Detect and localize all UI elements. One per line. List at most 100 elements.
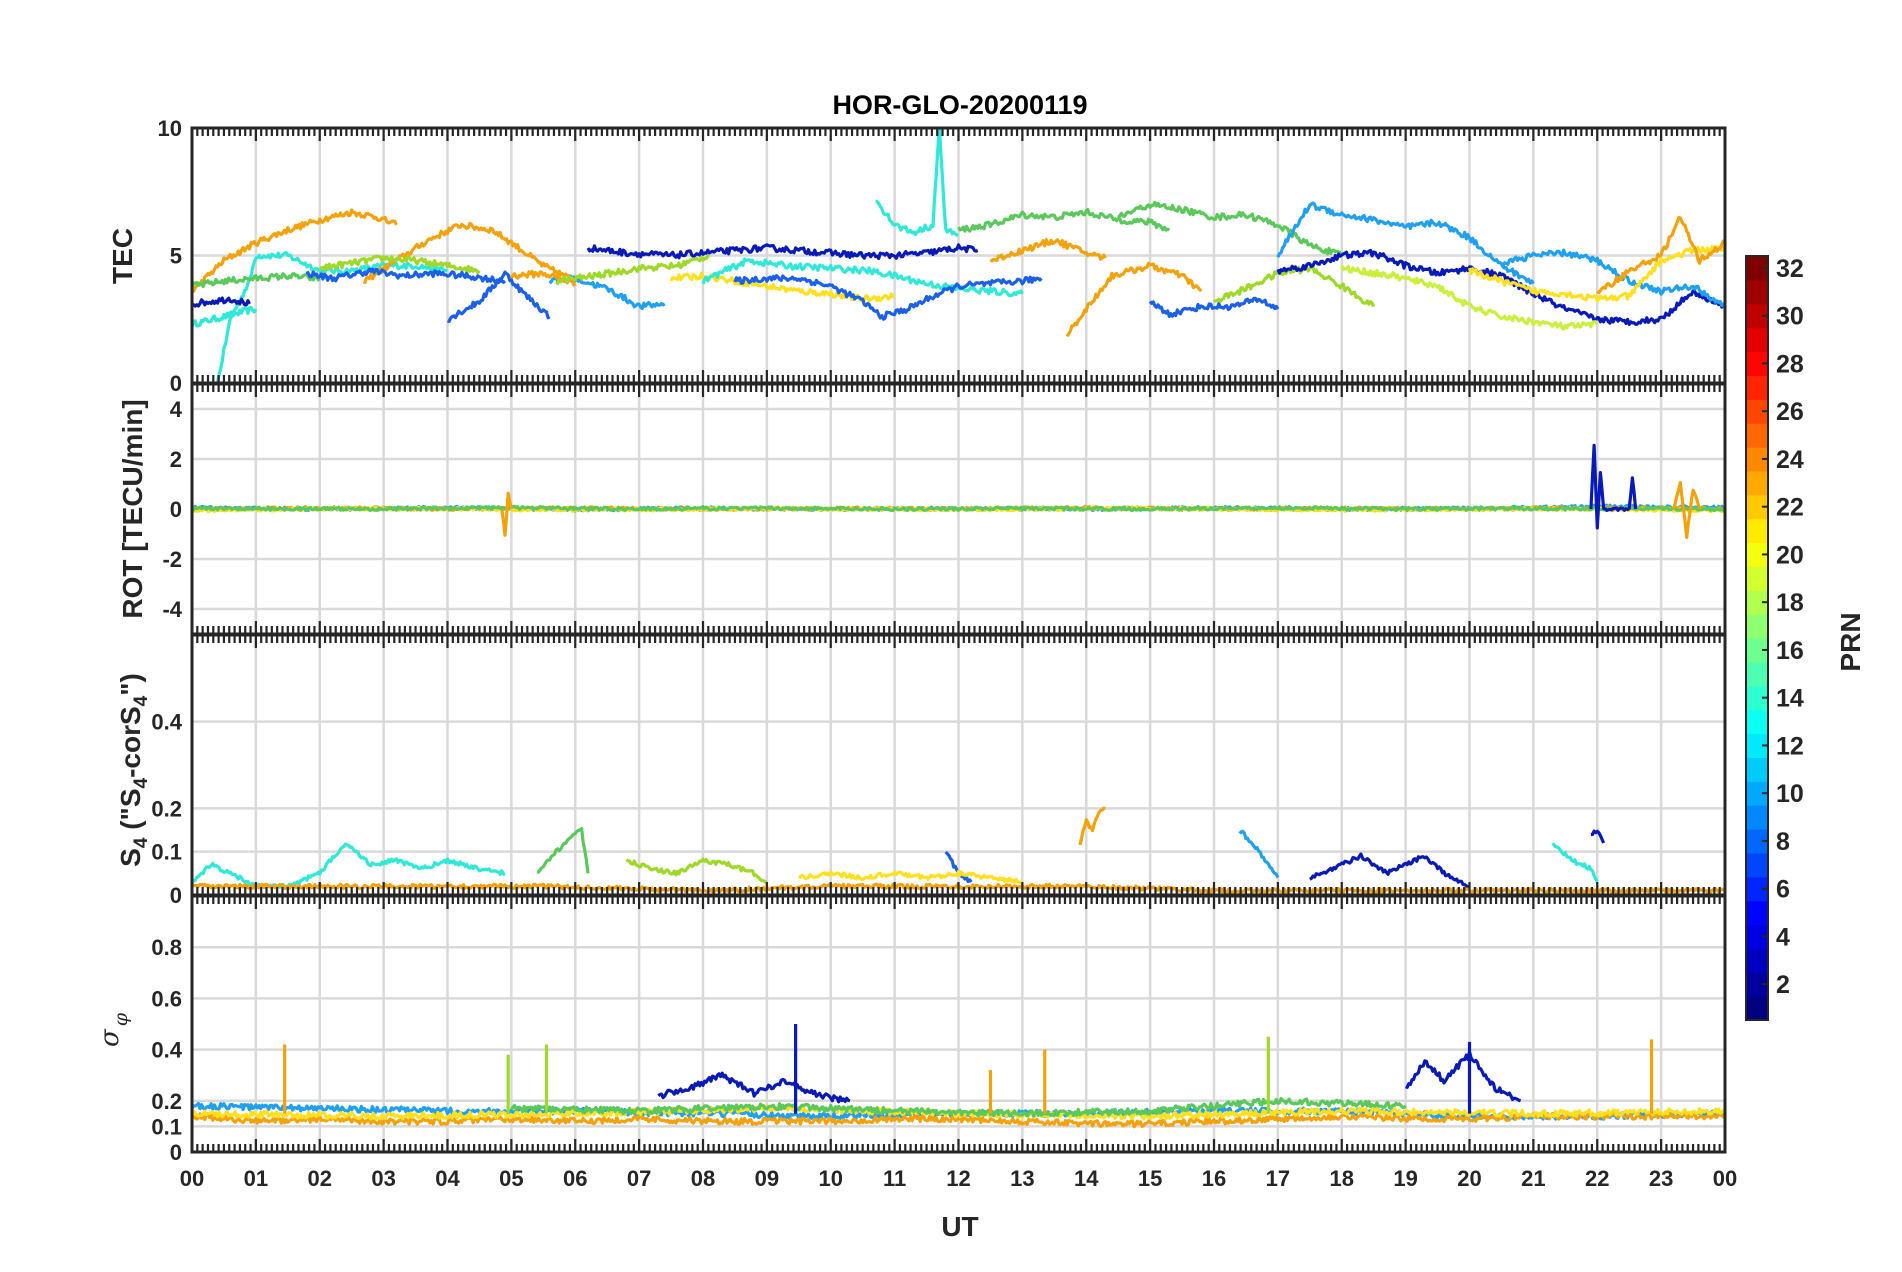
x-tick-label: 10 (819, 1166, 843, 1191)
x-tick-label: 04 (435, 1166, 460, 1191)
colorbar-tick-label: 12 (1776, 732, 1804, 760)
series-line (1078, 806, 1106, 846)
y-tick-label: -2 (162, 547, 182, 572)
series-line (1672, 481, 1702, 539)
x-tick-label: 11 (883, 1166, 906, 1191)
series-line (1596, 216, 1725, 295)
x-axis-label: UT (941, 1211, 978, 1242)
series-line (1065, 261, 1203, 338)
colorbar-bin (1746, 542, 1768, 567)
colorbar-bin (1746, 614, 1768, 639)
series-line (657, 1071, 851, 1104)
series-line (447, 270, 551, 323)
colorbar-bin (1746, 829, 1768, 854)
colorbar-bin (1746, 924, 1768, 949)
colorbar-tick-label: 14 (1776, 685, 1804, 713)
data-layer (192, 1024, 1725, 1129)
x-tick-label: 14 (1074, 1166, 1099, 1191)
colorbar-tick-label: 4 (1776, 923, 1790, 951)
series-line (1276, 201, 1535, 285)
colorbar-bin (1746, 399, 1768, 424)
series-line (1500, 248, 1725, 308)
x-tick-label: 21 (1521, 1166, 1545, 1191)
y-tick-label: 0.2 (151, 796, 182, 821)
colorbar-bin (1746, 518, 1768, 544)
series-line (555, 254, 710, 286)
y-tick-label: 0 (170, 883, 182, 908)
colorbar-bin (1746, 303, 1768, 329)
y-tick-label: 0.1 (151, 840, 182, 865)
colorbar-bin (1746, 375, 1768, 400)
y-tick-label: 0.6 (151, 986, 182, 1011)
panel-4: 00.10.2 0.4 0.6 0.8 (151, 894, 1727, 1165)
x-tick-label: 02 (308, 1166, 332, 1191)
x-tick-label: 00 (180, 1166, 204, 1191)
x-tick-label: 07 (627, 1166, 651, 1191)
data-layer (192, 128, 1725, 383)
colorbar-bin (1746, 948, 1768, 973)
colorbar-bin (1746, 805, 1768, 830)
colorbar-bin (1746, 972, 1768, 997)
y-tick-label: 0 (170, 497, 182, 522)
y-tick-label: 0.2 (151, 1089, 182, 1114)
colorbar-bin (1746, 494, 1768, 520)
colorbar-tick-label: 2 (1776, 971, 1790, 999)
panels: 0510-4-202400.10.20.400.10.20.40.60.8TEC… (95, 116, 1737, 1191)
colorbar-tick-label: 6 (1776, 876, 1790, 904)
colorbar-bin (1746, 470, 1768, 496)
series-line (733, 274, 1043, 321)
colorbar-frame (1745, 255, 1769, 1021)
x-tick-label: 20 (1457, 1166, 1481, 1191)
x-tick-label: 08 (691, 1166, 715, 1191)
colorbar-bin (1746, 733, 1768, 758)
y-axis-label-rot: ROT [TECU/min] (117, 399, 148, 618)
y-tick-label: 0 (170, 371, 182, 396)
series-line (625, 857, 767, 884)
series-line (192, 208, 398, 293)
x-tick-label: 13 (1010, 1166, 1034, 1191)
colorbar-bin (1746, 638, 1768, 663)
colorbar-bin (1746, 447, 1768, 472)
x-tick-label: 22 (1585, 1166, 1609, 1191)
series-line (362, 221, 577, 285)
series-line (1213, 265, 1376, 308)
series-line (798, 869, 1024, 885)
y-tick-label: -4 (162, 597, 182, 622)
series-line (1340, 265, 1599, 331)
colorbar-bin (1746, 900, 1768, 926)
series-line (192, 1104, 1725, 1121)
y-tick-label: 0.8 (151, 935, 182, 960)
series-line (500, 491, 513, 537)
data-layer (192, 443, 1725, 539)
colorbar-bin (1746, 566, 1768, 591)
colorbar-bin (1746, 256, 1768, 281)
y-tick-label: 0 (170, 1140, 182, 1165)
chart-title: HOR-GLO-20200119 (832, 90, 1087, 120)
panel-2: -4 -2 0 2 4 (162, 382, 1727, 636)
x-tick-label: 18 (1330, 1166, 1354, 1191)
x-tick-label: 00 (1713, 1166, 1737, 1191)
series-line (701, 257, 1024, 298)
y-axis-label-tec: TEC (107, 228, 138, 284)
series-line (192, 842, 506, 890)
x-tick-label: 17 (1266, 1166, 1290, 1191)
panel-3: 0 0.1 0.2 0.4 (151, 633, 1727, 908)
colorbar-bin (1746, 279, 1768, 305)
colorbar-bin (1746, 781, 1768, 806)
colorbar-tick-label: 28 (1776, 350, 1804, 378)
series-line (318, 254, 481, 275)
series-line (510, 1096, 1407, 1118)
x-tick-label: 12 (946, 1166, 970, 1191)
colorbar-bin (1746, 709, 1768, 735)
series-line (1405, 1050, 1522, 1103)
series-line (875, 128, 959, 237)
panel-1: 0 5 10 (158, 116, 1727, 396)
y-tick-label: 10 (158, 116, 182, 141)
series-line (1309, 852, 1471, 889)
x-tick-label: 01 (244, 1166, 268, 1191)
x-tick-label: 06 (563, 1166, 587, 1191)
x-tick-label: 03 (371, 1166, 395, 1191)
colorbar-tick-label: 20 (1776, 541, 1804, 569)
